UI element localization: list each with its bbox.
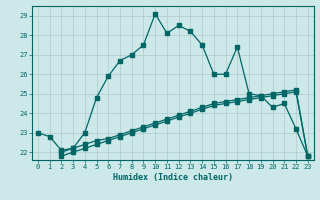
X-axis label: Humidex (Indice chaleur): Humidex (Indice chaleur) [113,173,233,182]
